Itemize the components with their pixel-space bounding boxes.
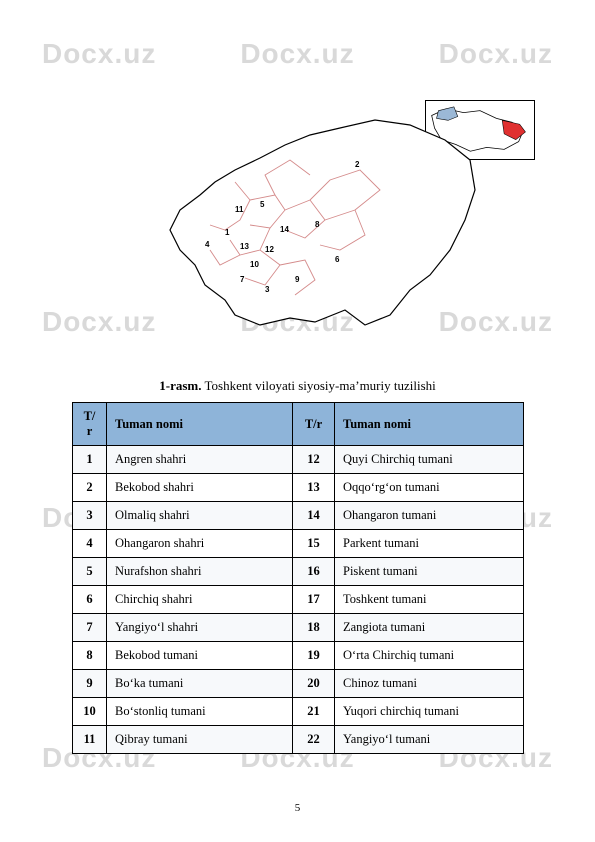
map-district-label: 2 bbox=[355, 160, 359, 169]
cell: Oqqoʻrgʻon tumani bbox=[335, 474, 524, 502]
cell: 20 bbox=[293, 670, 335, 698]
map-district-label: 9 bbox=[295, 275, 299, 284]
cell: Bekobod tumani bbox=[107, 642, 293, 670]
caption-text: Toshkent viloyati siyosiy-maʼmuriy tuzil… bbox=[201, 378, 435, 393]
cell: 21 bbox=[293, 698, 335, 726]
cell: Yangiyoʻl shahri bbox=[107, 614, 293, 642]
watermark-text: Docx.uz bbox=[439, 38, 553, 70]
map-district-label: 6 bbox=[335, 255, 339, 264]
cell: 13 bbox=[293, 474, 335, 502]
watermark-text: Docx.uz bbox=[42, 38, 156, 70]
table-row: 5Nurafshon shahri16Piskent tumani bbox=[73, 558, 524, 586]
cell: Boʻka tumani bbox=[107, 670, 293, 698]
map-district-label: 8 bbox=[315, 220, 319, 229]
cell: 15 bbox=[293, 530, 335, 558]
caption-bold: 1-rasm. bbox=[159, 378, 201, 393]
table-body: 1Angren shahri12Quyi Chirchiq tumani 2Be… bbox=[73, 446, 524, 754]
table-row: 9Boʻka tumani20Chinoz tumani bbox=[73, 670, 524, 698]
cell: Qibray tumani bbox=[107, 726, 293, 754]
table-header-row: T/ r Tuman nomi T/r Tuman nomi bbox=[73, 403, 524, 446]
col-header-name1: Tuman nomi bbox=[107, 403, 293, 446]
cell: Yuqori chirchiq tumani bbox=[335, 698, 524, 726]
col-header-tr1: T/ r bbox=[73, 403, 107, 446]
cell: 6 bbox=[73, 586, 107, 614]
watermark-row: Docx.uz Docx.uz Docx.uz bbox=[0, 38, 595, 70]
cell: 22 bbox=[293, 726, 335, 754]
cell: 12 bbox=[293, 446, 335, 474]
map-district-label: 11 bbox=[235, 205, 243, 214]
cell: 16 bbox=[293, 558, 335, 586]
cell: Ohangaron tumani bbox=[335, 502, 524, 530]
col-header-tr2: T/r bbox=[293, 403, 335, 446]
cell: Chinoz tumani bbox=[335, 670, 524, 698]
map-district-label: 3 bbox=[265, 285, 269, 294]
cell: 14 bbox=[293, 502, 335, 530]
table-row: 2Bekobod shahri13Oqqoʻrgʻon tumani bbox=[73, 474, 524, 502]
cell: Chirchiq shahri bbox=[107, 586, 293, 614]
table-row: 7Yangiyoʻl shahri18Zangiota tumani bbox=[73, 614, 524, 642]
region-map: 2 5 11 14 8 4 1 13 12 10 7 3 9 6 bbox=[110, 100, 490, 360]
map-district-label: 4 bbox=[205, 240, 209, 249]
cell: 8 bbox=[73, 642, 107, 670]
cell: Bekobod shahri bbox=[107, 474, 293, 502]
cell: Oʻrta Chirchiq tumani bbox=[335, 642, 524, 670]
page: Docx.uz Docx.uz Docx.uz Docx.uz Docx.uz … bbox=[0, 0, 595, 842]
cell: 10 bbox=[73, 698, 107, 726]
table-row: 11Qibray tumani22Yangiyoʻl tumani bbox=[73, 726, 524, 754]
cell: 4 bbox=[73, 530, 107, 558]
cell: Quyi Chirchiq tumani bbox=[335, 446, 524, 474]
table-row: 10Boʻstonliq tumani21Yuqori chirchiq tum… bbox=[73, 698, 524, 726]
map-district-label: 10 bbox=[250, 260, 259, 269]
figure-caption: 1-rasm. Toshkent viloyati siyosiy-maʼmur… bbox=[0, 378, 595, 394]
cell: 9 bbox=[73, 670, 107, 698]
map-district-label: 13 bbox=[240, 242, 249, 251]
table-row: 1Angren shahri12Quyi Chirchiq tumani bbox=[73, 446, 524, 474]
table-row: 4Ohangaron shahri15Parkent tumani bbox=[73, 530, 524, 558]
table-row: 6Chirchiq shahri17Toshkent tumani bbox=[73, 586, 524, 614]
cell: Parkent tumani bbox=[335, 530, 524, 558]
cell: Angren shahri bbox=[107, 446, 293, 474]
col-header-name2: Tuman nomi bbox=[335, 403, 524, 446]
cell: 7 bbox=[73, 614, 107, 642]
cell: 2 bbox=[73, 474, 107, 502]
cell: 11 bbox=[73, 726, 107, 754]
page-number: 5 bbox=[0, 802, 595, 814]
cell: Ohangaron shahri bbox=[107, 530, 293, 558]
cell: 1 bbox=[73, 446, 107, 474]
map-district-label: 5 bbox=[260, 200, 264, 209]
map-district-label: 14 bbox=[280, 225, 289, 234]
map-district-label: 1 bbox=[225, 228, 229, 237]
cell: Boʻstonliq tumani bbox=[107, 698, 293, 726]
cell: 5 bbox=[73, 558, 107, 586]
cell: Nurafshon shahri bbox=[107, 558, 293, 586]
cell: Piskent tumani bbox=[335, 558, 524, 586]
cell: 18 bbox=[293, 614, 335, 642]
map-district-label: 7 bbox=[240, 275, 244, 284]
cell: Olmaliq shahri bbox=[107, 502, 293, 530]
cell: Yangiyoʻl tumani bbox=[335, 726, 524, 754]
cell: 19 bbox=[293, 642, 335, 670]
districts-table: T/ r Tuman nomi T/r Tuman nomi 1Angren s… bbox=[72, 402, 524, 754]
cell: Toshkent tumani bbox=[335, 586, 524, 614]
cell: Zangiota tumani bbox=[335, 614, 524, 642]
watermark-text: Docx.uz bbox=[240, 38, 354, 70]
cell: 17 bbox=[293, 586, 335, 614]
table-row: 8Bekobod tumani19Oʻrta Chirchiq tumani bbox=[73, 642, 524, 670]
map-district-label: 12 bbox=[265, 245, 274, 254]
cell: 3 bbox=[73, 502, 107, 530]
table-row: 3Olmaliq shahri14Ohangaron tumani bbox=[73, 502, 524, 530]
